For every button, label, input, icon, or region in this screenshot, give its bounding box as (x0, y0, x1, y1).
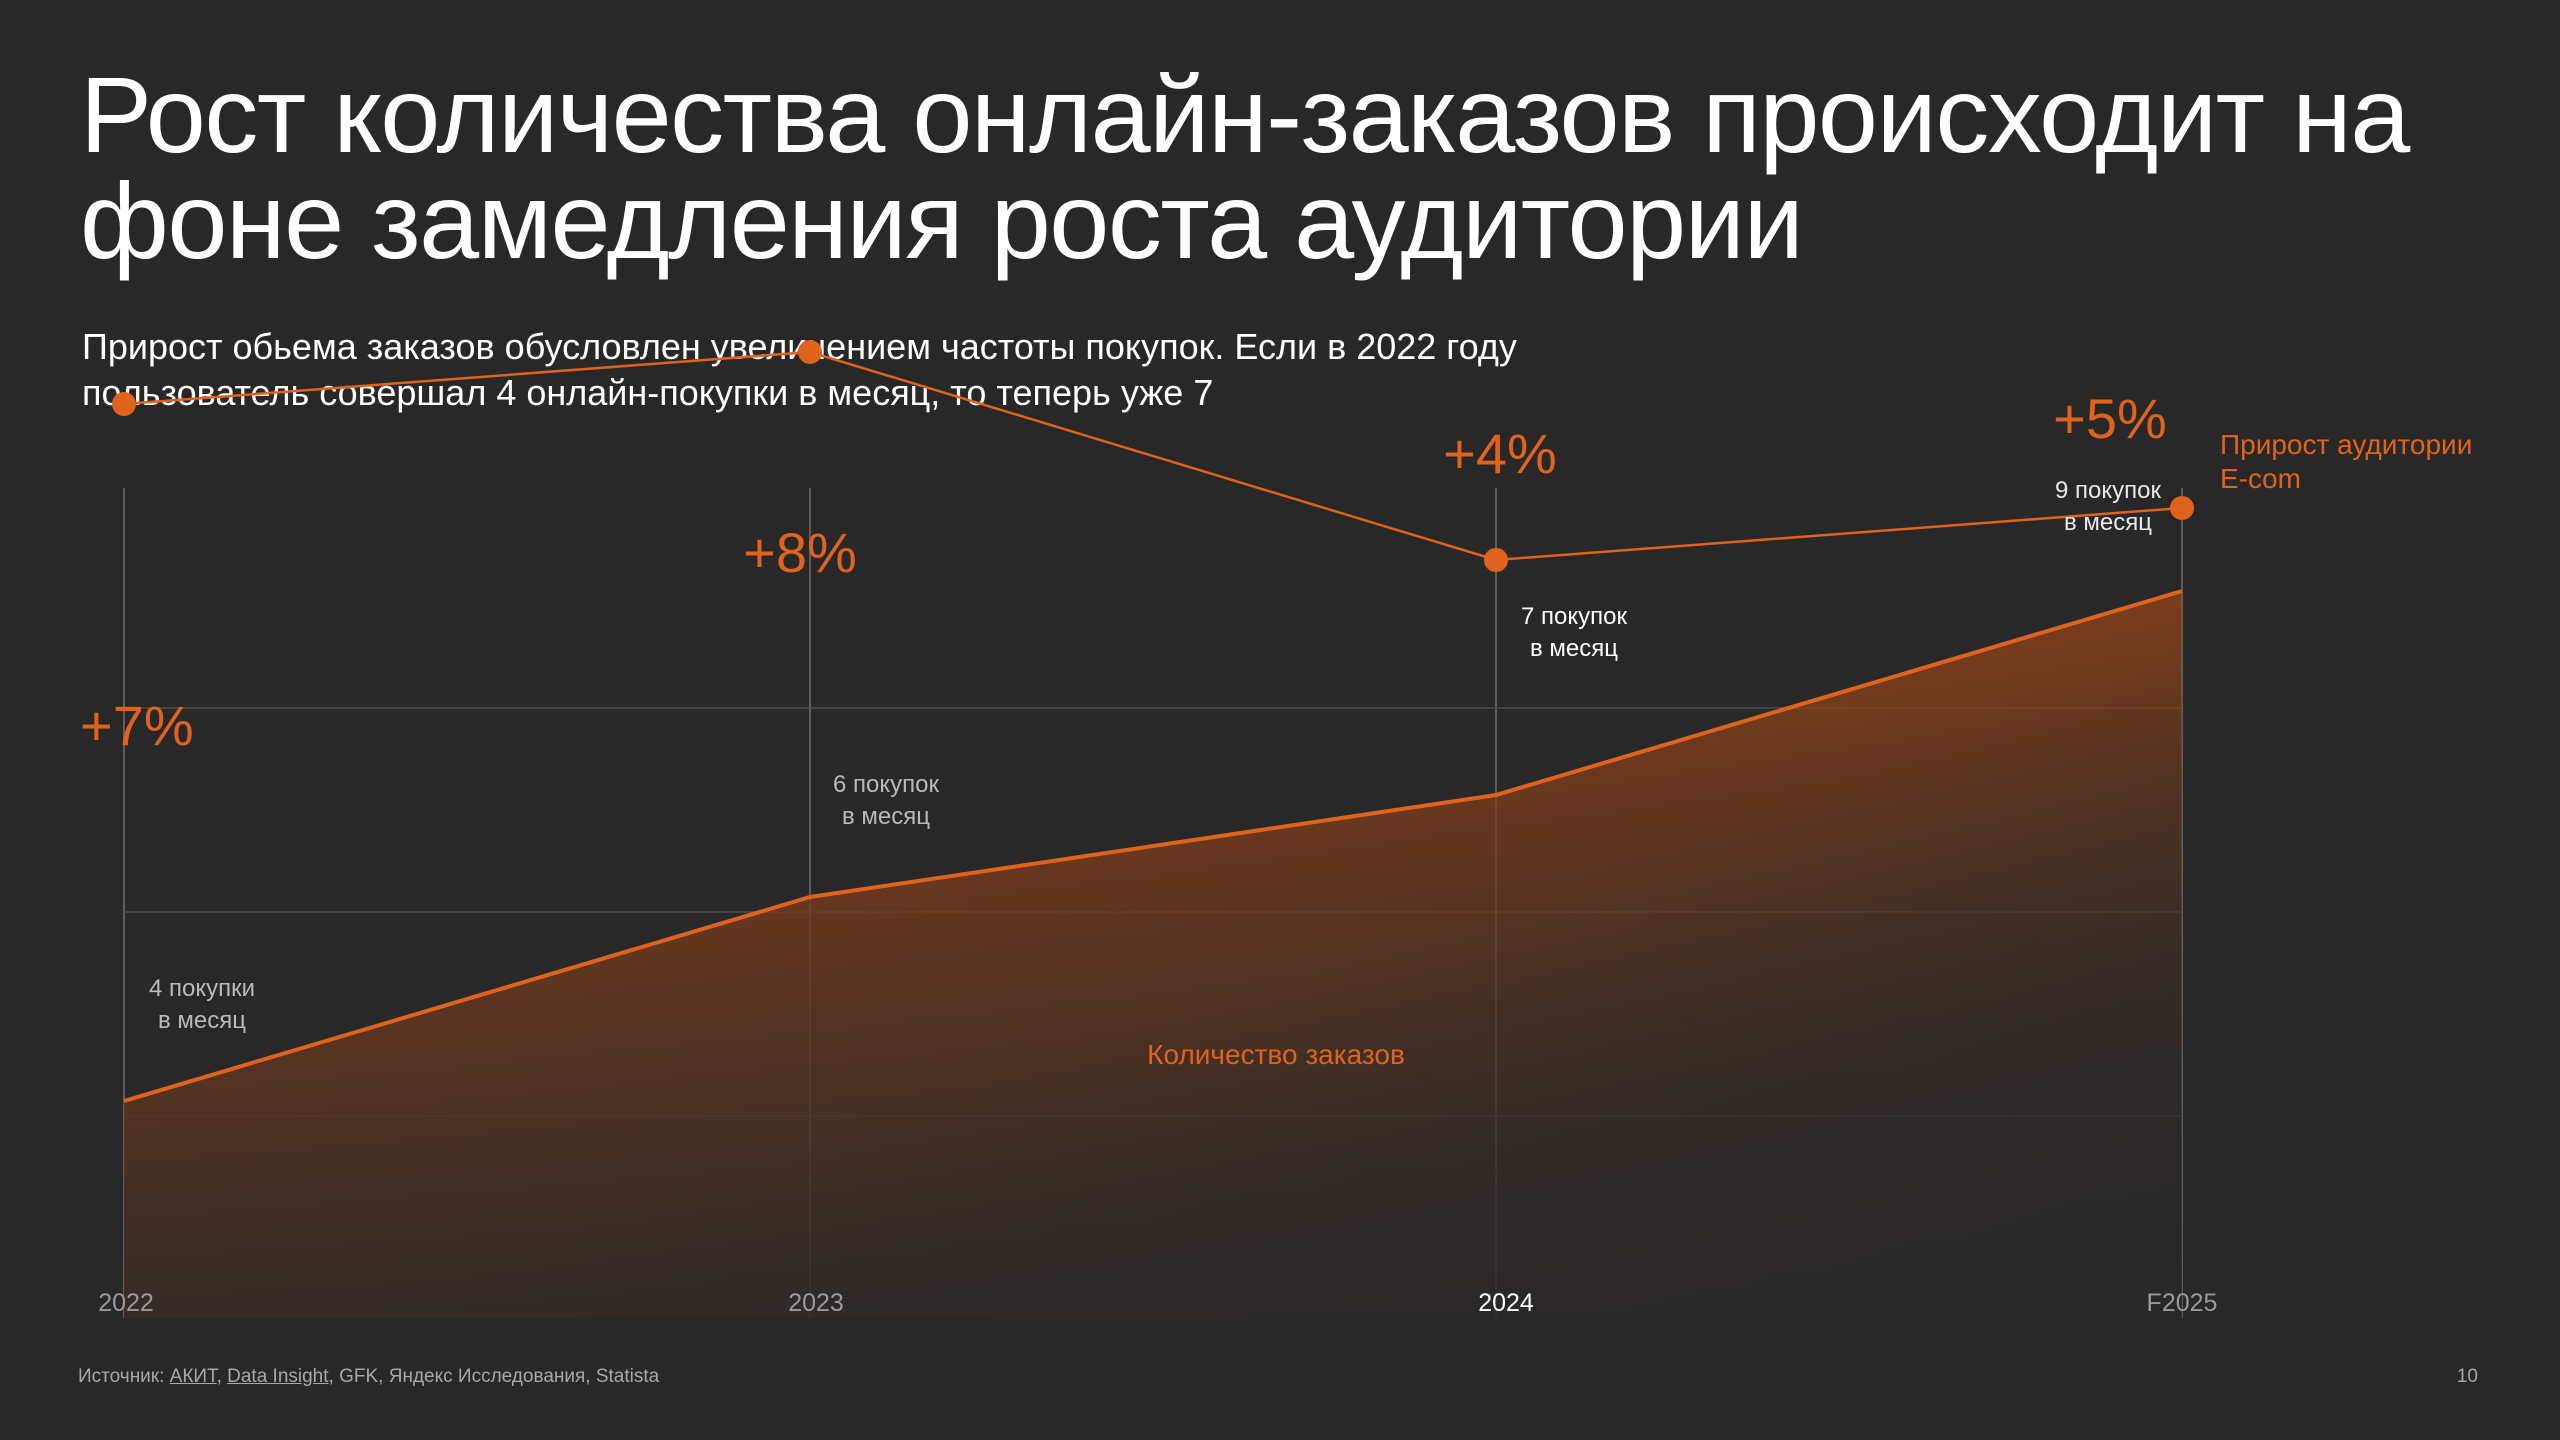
audience-point-2024 (1484, 548, 1508, 572)
source-link-akit[interactable]: АКИТ (169, 1366, 217, 1387)
orders-label-2022: 4 покупки в месяц (149, 975, 255, 1034)
source-statista: Statista (595, 1366, 660, 1387)
x-tick-2022: 2022 (98, 1289, 154, 1317)
orders-area-fade (124, 591, 2182, 1318)
orders-area-edge (123, 589, 2183, 1103)
x-tick-2023: 2023 (788, 1289, 844, 1317)
legend-audience: Прирост аудитории E-com (2220, 429, 2472, 494)
x-tick-2024: 2024 (1478, 1289, 1534, 1317)
orders-label-2024: 7 покупок в месяц (1521, 603, 1627, 662)
audience-point-2023 (798, 340, 822, 364)
audience-line (123, 350, 2183, 562)
source-footer: Источник: АКИТ, Data Insight, GFK, Яндек… (78, 1366, 660, 1387)
page-title: Рост количества онлайн-заказов происходи… (80, 54, 2410, 281)
audience-point-f2025 (2170, 496, 2194, 520)
x-tick-f2025: F2025 (2147, 1289, 2218, 1317)
audience-point-2022 (112, 392, 136, 416)
orders-label-2023: 6 покупок в месяц (833, 771, 939, 830)
audience-label-2022: +7% (80, 694, 194, 757)
source-yandex: Яндекс Исследования (388, 1366, 586, 1387)
source-gfk: GFK (339, 1366, 379, 1387)
page-number: 10 (2456, 1366, 2478, 1387)
audience-label-2024: +4% (1443, 422, 1557, 485)
audience-label-2023: +8% (743, 521, 857, 584)
page-subtitle: Прирост обьема заказов обусловлен увелич… (82, 326, 1517, 413)
orders-label-f2025: 9 покупок в месяц (2055, 477, 2161, 536)
audience-label-f2025: +5% (2053, 387, 2167, 450)
source-link-data-insight[interactable]: Data Insight (227, 1366, 329, 1387)
source-label: Источник: (78, 1366, 165, 1387)
legend-orders: Количество заказов (1147, 1039, 1405, 1070)
